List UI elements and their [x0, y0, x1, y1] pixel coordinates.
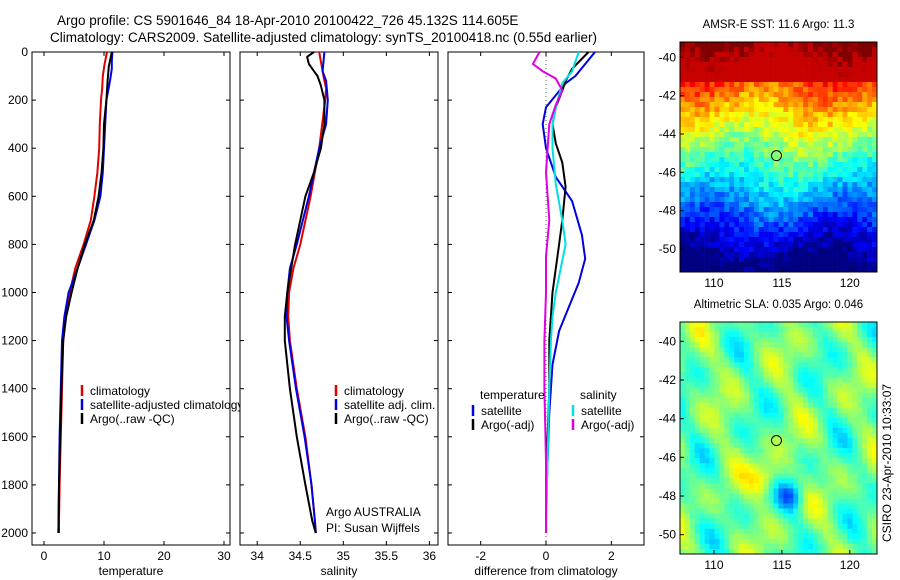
depth-tick-label: 0: [21, 45, 28, 59]
salinity-xtick-label: 35: [337, 549, 351, 563]
sla-map-xtick-label: 115: [772, 558, 791, 572]
depth-tick-label: 1000: [1, 285, 28, 299]
sla-map-xtick-label: 110: [704, 558, 723, 572]
sla-map-title: Altimetric SLA: 0.035 Argo: 0.046: [694, 299, 863, 311]
salinity-panel: 34 34.5 35 35.5 36 salinity climatologysatelli…: [239, 51, 439, 578]
depth-tick-label: 1400: [1, 382, 28, 396]
sst-map-float-location-marker: [770, 150, 782, 162]
salinity-legend-label: satellite adj. clim.: [344, 398, 435, 412]
sst-map-xtick-label: 110: [704, 276, 723, 290]
figure-title-line1: Argo profile: CS 5901646_84 18-Apr-2010 …: [57, 13, 518, 28]
sla-map-xtick-label: 120: [840, 558, 860, 572]
salinity-xtick-label: 34.5: [289, 549, 313, 563]
temperature-xtick-label: 10: [97, 549, 111, 563]
difference-legend-label: Argo(-adj): [581, 418, 634, 432]
difference-legend-header: temperature: [480, 388, 545, 402]
sst-map-field: [680, 42, 878, 273]
difference-xlabel: difference from climatology: [474, 564, 617, 578]
sst-map-xtick-label: 120: [840, 276, 860, 290]
temperature-series-line-2: [57, 51, 113, 534]
difference-legend-label: satellite: [581, 404, 622, 418]
sla-map-panel: 110 115 120 -40 -42 -44 -46 -48 -50 Altimetric SL…: [659, 299, 878, 572]
timestamp-label: CSIRO 23-Apr-2010 10:33:07: [880, 384, 894, 542]
sst-map-ytick-label: -40: [659, 50, 677, 64]
salinity-xlabel: salinity: [321, 564, 358, 578]
depth-tick-label: 1800: [1, 478, 28, 492]
salinity-xtick-label: 35.5: [375, 549, 399, 563]
pi-label: PI: Susan Wijffels: [326, 521, 420, 535]
difference-series-line-2: [545, 51, 580, 534]
sst-map-ytick-label: -50: [659, 242, 677, 256]
temperature-panel: 0 200 400 600 800 1000 1200 1400 1600 1800 2000 0 10…: [1, 45, 243, 578]
sst-map-panel: 110 115 120 -40 -42 -44 -46 -48 -50 AMSR-E SST: 1…: [659, 19, 878, 290]
sst-map-ytick-label: -48: [659, 204, 677, 218]
sst-map-ytick-label: -44: [659, 127, 677, 141]
salinity-xtick-label: 34: [251, 549, 265, 563]
sla-map-ytick-label: -42: [659, 373, 677, 387]
sla-map-ytick-label: -46: [659, 450, 677, 464]
temperature-axes-frame: [31, 51, 231, 546]
temperature-xtick-label: 30: [217, 549, 231, 563]
temperature-legend-label: satellite-adjusted climatology: [90, 398, 243, 412]
difference-legend-label: Argo(-adj): [481, 418, 534, 432]
sla-map-frame: [679, 321, 878, 555]
salinity-legend-label: Argo(..raw -QC): [344, 412, 429, 426]
depth-tick-label: 800: [8, 237, 28, 251]
depth-tick-label: 1600: [1, 430, 28, 444]
difference-legend-header: salinity: [580, 388, 617, 402]
figure-title-line2: Climatology: CARS2009. Satellite-adjuste…: [50, 30, 597, 45]
difference-xtick-label: 0: [543, 549, 550, 563]
temperature-legend-label: Argo(..raw -QC): [90, 412, 175, 426]
difference-series-line-3: [531, 51, 564, 533]
depth-tick-label: 400: [8, 141, 28, 155]
sst-map-xtick-label: 115: [772, 276, 791, 290]
temperature-xtick-label: 0: [41, 549, 48, 563]
depth-tick-label: 2000: [1, 526, 28, 540]
salinity-series-line-2: [283, 51, 326, 534]
salinity-xtick-label: 36: [423, 549, 437, 563]
sst-map-title: AMSR-E SST: 11.6 Argo: 11.3: [703, 19, 855, 31]
sla-map-float-location-marker: [770, 435, 782, 447]
sst-map-ytick-label: -42: [659, 89, 677, 103]
temperature-legend-label: climatology: [90, 384, 150, 398]
sla-map-ytick-label: -48: [659, 489, 677, 503]
sst-map-frame: [679, 41, 878, 273]
salinity-legend-label: climatology: [344, 384, 404, 398]
difference-legend-label: satellite: [481, 404, 522, 418]
temperature-xtick-label: 20: [157, 549, 171, 563]
sla-map-ytick-label: -44: [659, 412, 677, 426]
sst-map-ytick-label: -46: [659, 165, 677, 179]
depth-tick-label: 1200: [1, 334, 28, 348]
sla-map-ytick-label: -40: [659, 334, 677, 348]
salinity-axes-frame: [239, 51, 439, 546]
sla-map-field: [680, 322, 878, 555]
depth-tick-label: 200: [8, 93, 28, 107]
difference-xtick-label: 2: [608, 549, 615, 563]
depth-tick-label: 600: [8, 189, 28, 203]
sla-map-ytick-label: -50: [659, 528, 677, 542]
agency-label: Argo AUSTRALIA: [326, 505, 421, 519]
difference-xtick-label: -2: [475, 549, 486, 563]
temperature-xlabel: temperature: [99, 564, 164, 578]
